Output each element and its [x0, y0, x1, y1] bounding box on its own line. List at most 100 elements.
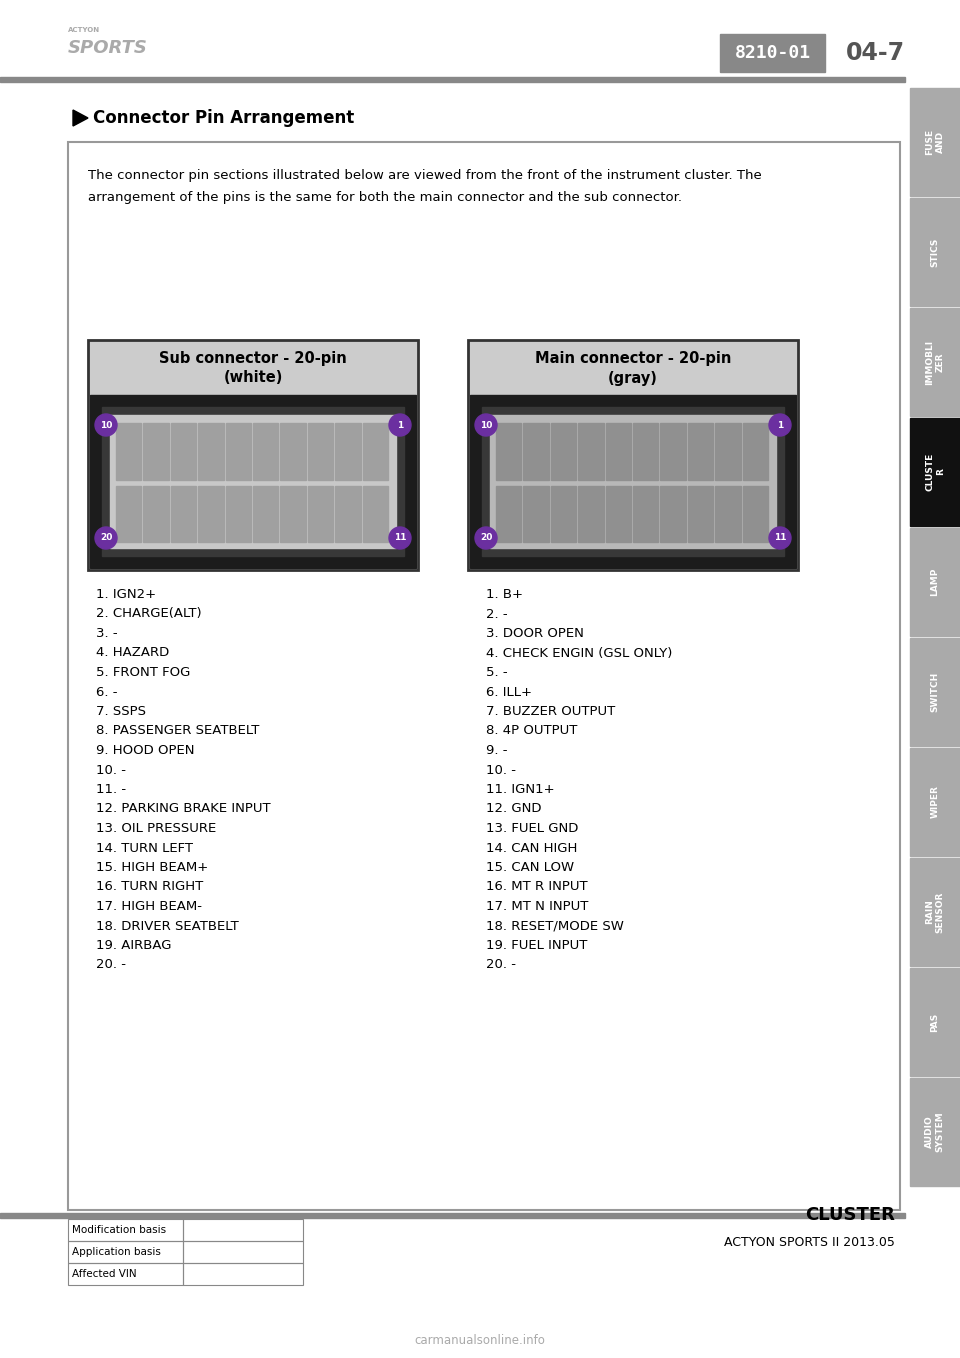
Bar — [183, 1241, 303, 1263]
Text: 14. CAN HIGH: 14. CAN HIGH — [486, 842, 577, 854]
Bar — [308, 486, 333, 542]
Text: 7. BUZZER OUTPUT: 7. BUZZER OUTPUT — [486, 705, 615, 718]
Text: 18. DRIVER SEATBELT: 18. DRIVER SEATBELT — [96, 919, 239, 933]
Bar — [910, 528, 960, 636]
Text: 1. B+: 1. B+ — [486, 588, 523, 602]
Bar — [68, 1241, 183, 1263]
Circle shape — [389, 527, 411, 549]
Text: 8. PASSENGER SEATBELT: 8. PASSENGER SEATBELT — [96, 725, 259, 737]
Text: PAS: PAS — [930, 1012, 940, 1032]
Bar — [715, 486, 740, 542]
Text: 1. IGN2+: 1. IGN2+ — [96, 588, 156, 602]
Text: 10. -: 10. - — [486, 763, 516, 777]
Bar — [363, 486, 388, 542]
Circle shape — [475, 414, 497, 436]
Text: (white): (white) — [224, 371, 282, 386]
Bar — [490, 416, 776, 549]
Bar — [910, 418, 960, 526]
Bar — [183, 1219, 303, 1241]
Text: 11: 11 — [774, 534, 786, 542]
Text: FUSE
AND: FUSE AND — [925, 129, 945, 155]
Bar — [68, 143, 900, 1210]
Bar — [910, 1078, 960, 1186]
Text: 9. -: 9. - — [486, 744, 508, 756]
Text: 15. HIGH BEAM+: 15. HIGH BEAM+ — [96, 861, 208, 875]
Text: 04-7: 04-7 — [846, 41, 904, 65]
Text: 10: 10 — [100, 421, 112, 429]
Bar — [660, 422, 685, 479]
Text: 11: 11 — [394, 534, 406, 542]
Bar — [551, 422, 576, 479]
Text: 14. TURN LEFT: 14. TURN LEFT — [96, 842, 193, 854]
Text: 16. MT R INPUT: 16. MT R INPUT — [486, 880, 588, 894]
Text: Main connector - 20-pin: Main connector - 20-pin — [535, 350, 732, 365]
Bar — [253, 422, 278, 479]
Bar — [280, 422, 306, 479]
Bar — [578, 486, 604, 542]
Bar — [171, 422, 196, 479]
Bar — [143, 422, 169, 479]
Circle shape — [95, 414, 117, 436]
Text: 8. 4P OUTPUT: 8. 4P OUTPUT — [486, 725, 577, 737]
Bar — [335, 486, 361, 542]
Bar — [606, 422, 631, 479]
Circle shape — [769, 527, 791, 549]
Text: 2. -: 2. - — [486, 607, 508, 621]
Bar — [171, 486, 196, 542]
Bar — [116, 486, 141, 542]
Text: ACTYON SPORTS II 2013.05: ACTYON SPORTS II 2013.05 — [724, 1236, 895, 1249]
Bar — [226, 486, 251, 542]
Bar — [116, 422, 141, 479]
Bar — [0, 1213, 905, 1218]
Text: 1: 1 — [396, 421, 403, 429]
Text: 9. HOOD OPEN: 9. HOOD OPEN — [96, 744, 195, 756]
Bar — [143, 486, 169, 542]
Text: 19. FUEL INPUT: 19. FUEL INPUT — [486, 938, 588, 952]
Bar — [110, 416, 396, 549]
Bar — [226, 422, 251, 479]
Bar — [68, 1263, 183, 1285]
Text: RAIN
SENSOR: RAIN SENSOR — [925, 891, 945, 933]
Polygon shape — [73, 110, 88, 126]
Bar — [253, 486, 278, 542]
Bar — [0, 77, 905, 81]
Text: 12. PARKING BRAKE INPUT: 12. PARKING BRAKE INPUT — [96, 803, 271, 816]
Text: AUDIO
SYSTEM: AUDIO SYSTEM — [925, 1112, 945, 1153]
Text: 6. -: 6. - — [96, 686, 117, 698]
Text: 13. FUEL GND: 13. FUEL GND — [486, 822, 578, 835]
Bar — [280, 486, 306, 542]
Bar — [335, 422, 361, 479]
Bar — [633, 486, 659, 542]
Text: Affected VIN: Affected VIN — [72, 1268, 136, 1279]
Text: 10: 10 — [480, 421, 492, 429]
Text: 15. CAN LOW: 15. CAN LOW — [486, 861, 574, 875]
Text: 4. CHECK ENGIN (GSL ONLY): 4. CHECK ENGIN (GSL ONLY) — [486, 646, 672, 660]
Text: 5. -: 5. - — [486, 665, 508, 679]
Text: 19. AIRBAG: 19. AIRBAG — [96, 938, 172, 952]
Circle shape — [95, 527, 117, 549]
Text: 4. HAZARD: 4. HAZARD — [96, 646, 169, 660]
Bar — [88, 340, 418, 570]
Text: The connector pin sections illustrated below are viewed from the front of the in: The connector pin sections illustrated b… — [88, 168, 761, 182]
Text: 10. -: 10. - — [96, 763, 126, 777]
Bar — [523, 486, 549, 542]
Bar — [308, 422, 333, 479]
Text: SWITCH: SWITCH — [930, 672, 940, 712]
Bar — [720, 34, 825, 72]
Text: 11. -: 11. - — [96, 784, 126, 796]
Bar — [633, 422, 659, 479]
Bar — [90, 395, 416, 568]
Bar — [496, 486, 521, 542]
Bar — [910, 748, 960, 856]
Text: 20: 20 — [480, 534, 492, 542]
Bar — [910, 638, 960, 746]
Text: Sub connector - 20-pin: Sub connector - 20-pin — [159, 350, 347, 365]
Text: 20. -: 20. - — [96, 959, 126, 971]
Bar — [743, 422, 768, 479]
Text: carmanualsonline.info: carmanualsonline.info — [415, 1334, 545, 1347]
Text: 17. HIGH BEAM-: 17. HIGH BEAM- — [96, 900, 202, 913]
Text: Modification basis: Modification basis — [72, 1225, 166, 1234]
Text: 3. -: 3. - — [96, 627, 118, 640]
Text: LAMP: LAMP — [930, 568, 940, 596]
Circle shape — [389, 414, 411, 436]
